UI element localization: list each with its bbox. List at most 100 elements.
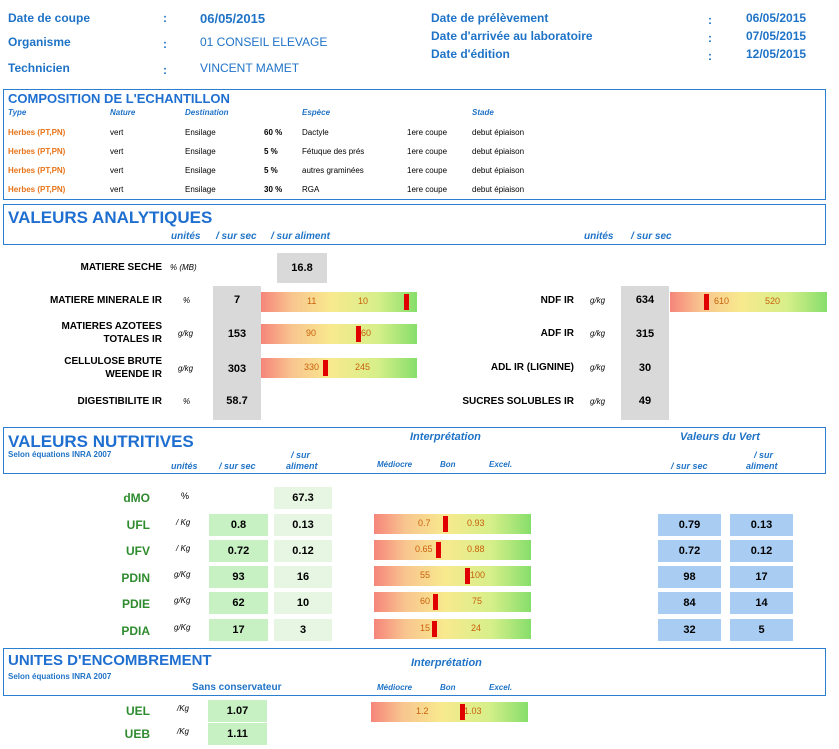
stade-cell: debut épiaison xyxy=(472,166,525,175)
threshold-high: 1.03 xyxy=(464,706,482,716)
value-marker xyxy=(460,704,465,720)
pdia-sursec: 17 xyxy=(209,619,268,641)
encombrement-section xyxy=(3,648,826,696)
col-sursec-right: / sur sec xyxy=(631,231,672,242)
espece-cell: autres graminées xyxy=(302,166,364,175)
value-marker xyxy=(704,294,709,310)
mat-unit: g/kg xyxy=(178,329,194,338)
dmo-aliment: 67.3 xyxy=(274,487,332,509)
destination-cell: Ensilage xyxy=(185,147,216,156)
col-stade: Stade xyxy=(472,108,494,117)
dmo-label: dMO xyxy=(123,491,150,505)
pdie-label: PDIE xyxy=(121,597,150,611)
nutritives-title: VALEURS NUTRITIVES xyxy=(8,432,194,451)
pdia-vert-sursec: 32 xyxy=(658,619,721,641)
nutritives-section xyxy=(3,427,826,474)
ufv-interp-bar: 0.65 0.88 xyxy=(374,540,531,560)
pdin-label: PDIN xyxy=(121,571,150,585)
coupe-cell: 1ere coupe xyxy=(407,166,448,175)
col-bon: Bon xyxy=(440,683,456,692)
date-coupe-label: Date de coupe xyxy=(8,11,91,25)
ufv-sursec: 0.72 xyxy=(209,540,268,562)
ufv-unit: / Kg xyxy=(176,544,191,553)
value-marker xyxy=(356,326,361,342)
ufv-aliment: 0.12 xyxy=(274,540,332,562)
threshold-low: 1.2 xyxy=(416,706,429,716)
coupe-cell: 1ere coupe xyxy=(407,147,448,156)
threshold-high: 245 xyxy=(355,362,371,372)
type-cell: Herbes (PT,PN) xyxy=(8,147,66,156)
ufl-interp-bar: 0.7 0.93 xyxy=(374,514,531,534)
pdie-aliment: 10 xyxy=(274,592,332,614)
mm-interp-bar: 11 10 xyxy=(261,292,417,312)
ms-value: 16.8 xyxy=(277,253,327,283)
technicien-value: VINCENT MAMET xyxy=(200,61,300,75)
vert-col-sur: / sur xyxy=(754,450,774,460)
interpretation-title: Interprétation xyxy=(411,657,482,669)
threshold-low: 11 xyxy=(307,296,317,306)
threshold-high: 10 xyxy=(358,296,369,306)
threshold-high: 24 xyxy=(471,623,482,633)
threshold-low: 90 xyxy=(306,328,317,338)
value-marker xyxy=(465,568,470,584)
col-espece: Espèce xyxy=(302,108,331,117)
pct-cell: 5 % xyxy=(264,147,278,156)
date-coupe-value: 06/05/2015 xyxy=(200,11,266,26)
type-cell: Herbes (PT,PN) xyxy=(8,185,66,194)
ufl-label: UFL xyxy=(126,518,150,532)
adf-label: ADF IR xyxy=(540,328,574,339)
adl-value: 30 xyxy=(638,362,652,374)
date-edition-label: Date d'édition xyxy=(431,47,510,61)
cb-value: 303 xyxy=(227,363,247,375)
pdia-interp-bar: 15 24 xyxy=(374,619,531,639)
mat-value: 153 xyxy=(227,328,247,340)
col-bon: Bon xyxy=(440,460,456,469)
pdin-interp-bar: 55 100 xyxy=(374,566,531,586)
organisme-value: 01 CONSEIL ELEVAGE xyxy=(200,35,328,49)
adl-label: ADL IR (LIGNINE) xyxy=(490,362,574,373)
col-excel: Excel. xyxy=(489,683,513,692)
col-mediocre: Médiocre xyxy=(377,683,413,692)
ufv-vert-aliment: 0.12 xyxy=(730,540,793,562)
pdia-label: PDIA xyxy=(121,624,150,638)
col-mediocre: Médiocre xyxy=(377,460,413,469)
vert-col-sursec: / sur sec xyxy=(671,461,708,471)
sucres-value: 49 xyxy=(638,395,652,407)
sursec-column-right xyxy=(621,286,669,420)
composition-title: COMPOSITION DE L'ECHANTILLON xyxy=(8,91,230,106)
threshold-high: 100 xyxy=(470,570,486,580)
threshold-low: 0.7 xyxy=(418,518,431,528)
vert-col-aliment: aliment xyxy=(746,461,778,471)
value-marker xyxy=(432,621,437,637)
nutritives-subtitle: Selon équations INRA 2007 xyxy=(8,450,112,459)
threshold-high: 0.93 xyxy=(467,518,485,528)
stade-cell: debut épiaison xyxy=(472,147,525,156)
col-suraliment-2: aliment xyxy=(286,461,318,471)
date-arrivee-value: 07/05/2015 xyxy=(746,29,807,43)
dig-label: DIGESTIBILITE IR xyxy=(77,396,162,407)
pct-cell: 30 % xyxy=(264,185,283,194)
espece-cell: Fétuque des prés xyxy=(302,147,365,156)
technicien-label: Technicien xyxy=(8,61,70,75)
pct-cell: 60 % xyxy=(264,128,283,137)
sep: : xyxy=(163,11,167,25)
pdin-vert-aliment: 17 xyxy=(730,566,793,588)
threshold-low: 60 xyxy=(420,596,431,606)
ueb-value: 1.11 xyxy=(208,723,267,745)
col-excel: Excel. xyxy=(489,460,513,469)
ufl-aliment: 0.13 xyxy=(274,514,332,536)
destination-cell: Ensilage xyxy=(185,185,216,194)
coupe-cell: 1ere coupe xyxy=(407,128,448,137)
mat-interp-bar: 90 60 xyxy=(261,324,417,344)
espece-cell: Dactyle xyxy=(302,128,329,137)
pdia-vert-aliment: 5 xyxy=(730,619,793,641)
col-type: Type xyxy=(8,108,27,117)
sucres-label: SUCRES SOLUBLES IR xyxy=(462,396,574,407)
mat-label-1: MATIERES AZOTEES xyxy=(61,321,162,332)
ndf-label: NDF IR xyxy=(540,295,574,306)
ufv-label: UFV xyxy=(126,544,150,558)
ndf-unit: g/kg xyxy=(590,296,606,305)
col-unites: unités xyxy=(171,461,198,471)
adf-value: 315 xyxy=(635,328,655,340)
uel-interp-bar: 1.2 1.03 xyxy=(371,702,528,722)
